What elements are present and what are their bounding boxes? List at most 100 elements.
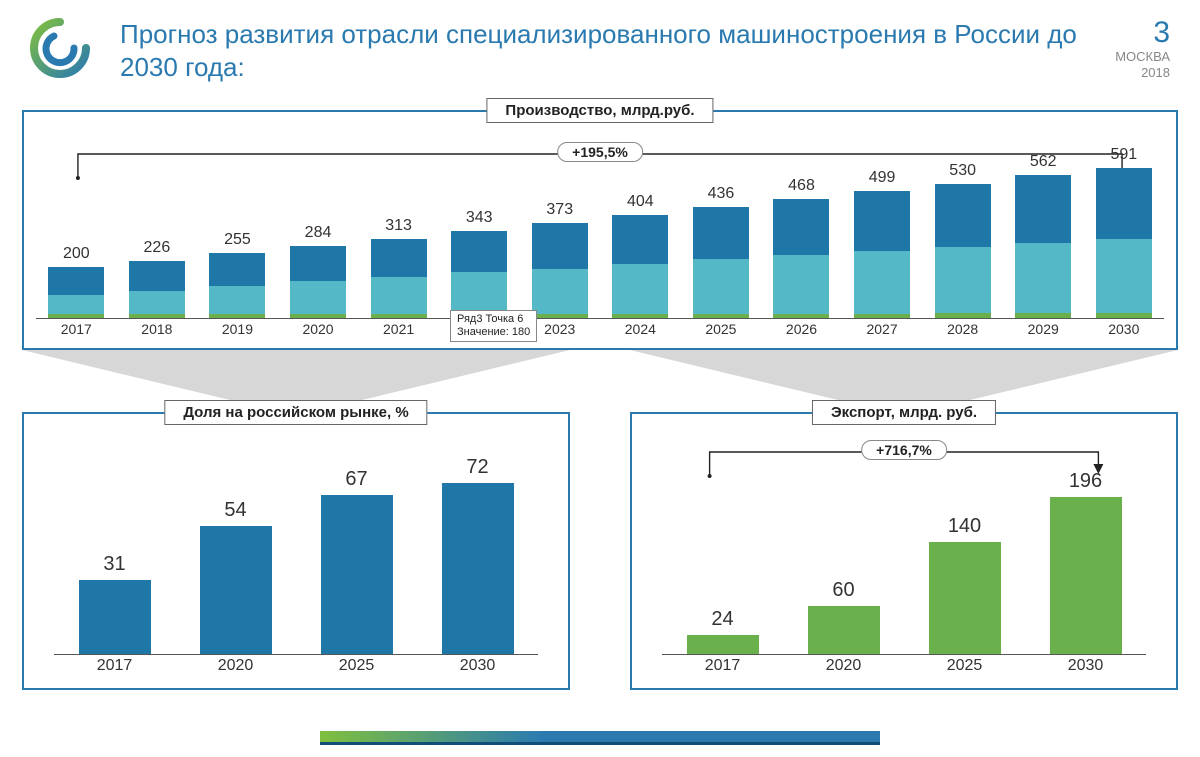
- chart-bar: 196: [1025, 470, 1146, 654]
- production-bar: 562: [1003, 153, 1084, 318]
- bar-rect: [808, 606, 880, 654]
- bar-rect: [442, 483, 514, 654]
- page-number: 3: [1115, 18, 1170, 48]
- bar-segment: [209, 253, 265, 286]
- bar-value-label: 255: [224, 231, 251, 249]
- x-axis-label: 2025: [681, 319, 762, 340]
- x-axis-label: 2030: [1084, 319, 1165, 340]
- bar-value-label: 404: [627, 193, 654, 211]
- export-growth-label: +716,7%: [861, 440, 947, 460]
- bar-value-label: 226: [144, 239, 171, 257]
- export-chart: +716,7% 2460140196 2017202020252030: [662, 444, 1146, 680]
- x-axis-label: 2030: [417, 655, 538, 680]
- chart-bar: 140: [904, 515, 1025, 654]
- x-axis-label: 2024: [600, 319, 681, 340]
- production-bar: 530: [922, 162, 1003, 318]
- x-axis-label: 2026: [761, 319, 842, 340]
- bar-segment: [693, 259, 749, 314]
- bar-value-label: 24: [711, 608, 733, 631]
- chart-bar: 24: [662, 608, 783, 654]
- bar-segment: [48, 295, 104, 314]
- bar-value-label: 591: [1110, 146, 1137, 164]
- x-axis-label: 2018: [117, 319, 198, 340]
- bar-value-label: 196: [1069, 470, 1102, 493]
- share-panel: Доля на российском рынке, % 31546772 201…: [22, 412, 570, 690]
- production-bar: 226: [117, 239, 198, 318]
- bar-value-label: 436: [708, 185, 735, 203]
- slide-header: Прогноз развития отрасли специализирован…: [0, 0, 1200, 93]
- bar-segment: [371, 239, 427, 277]
- bar-segment: [451, 231, 507, 272]
- production-bar: 343: [439, 209, 520, 318]
- bar-value-label: 313: [385, 217, 412, 235]
- x-axis-label: 2017: [54, 655, 175, 680]
- bar-value-label: 530: [949, 162, 976, 180]
- production-bar: 373: [519, 201, 600, 318]
- bar-segment: [1096, 239, 1152, 313]
- bar-value-label: 54: [224, 499, 246, 522]
- bar-rect: [200, 526, 272, 654]
- x-axis-label: 2017: [36, 319, 117, 340]
- bar-segment: [773, 199, 829, 255]
- production-chart: +195,5% 20022625528431334337340443646849…: [36, 142, 1164, 340]
- export-panel-title: Экспорт, млрд. руб.: [812, 400, 996, 425]
- bar-value-label: 468: [788, 177, 815, 195]
- chart-bar: 67: [296, 468, 417, 654]
- x-axis-label: 2017: [662, 655, 783, 680]
- bar-segment: [532, 223, 588, 268]
- production-bar: 404: [600, 193, 681, 318]
- x-axis-label: 2025: [296, 655, 417, 680]
- bar-rect: [1050, 497, 1122, 654]
- bar-segment: [854, 251, 910, 314]
- page-city: МОСКВА: [1115, 50, 1170, 64]
- bar-segment: [773, 255, 829, 314]
- footer-accent-bar: [320, 731, 880, 745]
- bar-segment: [532, 269, 588, 315]
- bar-segment: [209, 286, 265, 314]
- x-axis-label: 2027: [842, 319, 923, 340]
- x-axis-label: 2029: [1003, 319, 1084, 340]
- bar-segment: [1015, 243, 1071, 314]
- chart-bar: 60: [783, 579, 904, 654]
- bar-value-label: 60: [832, 579, 854, 602]
- bar-value-label: 499: [869, 169, 896, 187]
- bar-value-label: 284: [305, 224, 332, 242]
- bar-segment: [854, 191, 910, 251]
- production-bar: 499: [842, 169, 923, 318]
- x-axis-label: 2020: [278, 319, 359, 340]
- bar-segment: [371, 277, 427, 315]
- bar-segment: [290, 281, 346, 314]
- page-meta: 3 МОСКВА 2018: [1115, 18, 1170, 81]
- bar-segment: [935, 184, 991, 247]
- chart-tooltip: Ряд3 Точка 6 Значение: 180: [450, 310, 537, 342]
- production-panel: Производство, млрд.руб. +195,5% 20022625…: [22, 110, 1178, 350]
- bar-value-label: 72: [466, 456, 488, 479]
- bar-segment: [1015, 175, 1071, 242]
- bar-value-label: 373: [546, 201, 573, 219]
- bar-segment: [129, 291, 185, 314]
- bar-value-label: 140: [948, 515, 981, 538]
- x-axis-label: 2021: [358, 319, 439, 340]
- bar-value-label: 200: [63, 245, 90, 263]
- slide-title: Прогноз развития отрасли специализирован…: [120, 18, 1115, 83]
- production-bar: 313: [358, 217, 439, 318]
- tooltip-line1: Ряд3 Точка 6: [457, 313, 530, 326]
- x-axis-label: 2020: [175, 655, 296, 680]
- bar-segment: [612, 264, 668, 314]
- chart-bar: 72: [417, 456, 538, 654]
- bar-value-label: 31: [103, 553, 125, 576]
- bar-segment: [290, 246, 346, 282]
- logo-icon: [30, 18, 90, 78]
- bar-rect: [321, 495, 393, 654]
- production-bar: 284: [278, 224, 359, 318]
- bar-segment: [48, 267, 104, 295]
- bar-rect: [929, 542, 1001, 654]
- bar-rect: [687, 635, 759, 654]
- bar-segment: [129, 261, 185, 291]
- bar-segment: [693, 207, 749, 259]
- bar-segment: [451, 272, 507, 315]
- x-axis-label: 2020: [783, 655, 904, 680]
- x-axis-label: 2025: [904, 655, 1025, 680]
- bar-segment: [935, 247, 991, 313]
- x-axis-label: 2028: [922, 319, 1003, 340]
